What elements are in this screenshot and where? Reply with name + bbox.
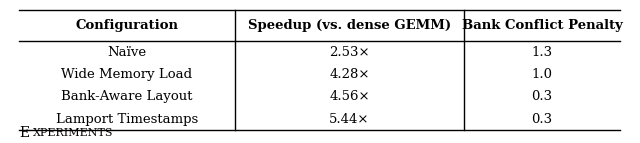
Text: XPERIMENTS: XPERIMENTS [33, 128, 113, 138]
Text: Naïve: Naïve [108, 46, 147, 59]
Text: 1.0: 1.0 [531, 68, 552, 81]
Text: 2.53×: 2.53× [329, 46, 370, 59]
Text: 1.3: 1.3 [531, 46, 552, 59]
Text: 4.56×: 4.56× [329, 90, 370, 103]
Text: Lamport Timestamps: Lamport Timestamps [56, 113, 198, 126]
Text: 0.3: 0.3 [531, 113, 552, 126]
Text: 4.28×: 4.28× [330, 68, 370, 81]
Text: E: E [19, 126, 29, 140]
Text: Bank Conflict Penalty: Bank Conflict Penalty [461, 19, 623, 32]
Text: Speedup (vs. dense GEMM): Speedup (vs. dense GEMM) [248, 19, 451, 32]
Text: Configuration: Configuration [76, 19, 179, 32]
Text: 0.3: 0.3 [531, 90, 552, 103]
Text: 5.44×: 5.44× [330, 113, 370, 126]
Text: Wide Memory Load: Wide Memory Load [61, 68, 193, 81]
Text: Bank-Aware Layout: Bank-Aware Layout [61, 90, 193, 103]
